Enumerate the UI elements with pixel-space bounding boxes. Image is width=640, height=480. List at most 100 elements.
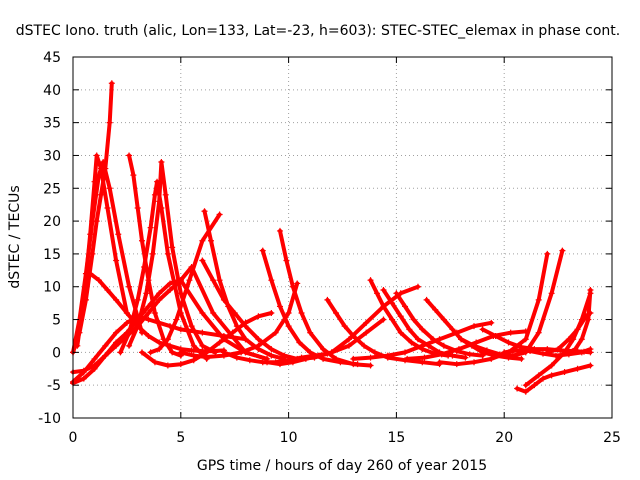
data-point-marker <box>113 296 120 303</box>
x-tick-label: 25 <box>603 430 621 446</box>
series-26 <box>404 328 529 362</box>
data-point-marker <box>199 342 206 349</box>
series-30 <box>514 362 594 395</box>
data-point-marker <box>281 352 288 359</box>
data-point-marker <box>320 346 327 353</box>
data-point-marker <box>164 362 171 369</box>
data-point-marker <box>507 329 514 336</box>
data-point-marker <box>95 172 102 179</box>
plot-frame <box>72 56 613 419</box>
data-point-marker <box>565 351 572 358</box>
data-point-marker <box>578 336 585 343</box>
data-point-marker <box>471 359 478 366</box>
data-point-marker <box>380 303 387 310</box>
y-tick-label: 25 <box>43 181 61 197</box>
data-point-marker <box>231 309 238 316</box>
data-point-marker <box>462 354 469 361</box>
data-point-marker <box>363 329 370 336</box>
data-point-marker <box>177 326 184 333</box>
data-point-marker <box>188 323 195 330</box>
data-point-marker <box>158 159 165 166</box>
data-point-marker <box>285 323 292 330</box>
series-9 <box>117 178 210 362</box>
data-point-marker <box>91 355 98 362</box>
data-point-marker <box>113 329 120 336</box>
data-point-marker <box>324 350 331 357</box>
data-point-marker <box>255 342 262 349</box>
x-tick-label: 10 <box>280 430 298 446</box>
data-point-marker <box>397 313 404 320</box>
data-point-marker <box>367 277 374 284</box>
data-point-marker <box>134 323 141 330</box>
data-point-marker <box>126 329 133 336</box>
y-tick-label: 0 <box>52 345 61 361</box>
data-point-marker <box>289 283 296 290</box>
data-point-marker <box>104 204 111 211</box>
data-point-marker <box>483 347 490 354</box>
data-point-marker <box>555 346 562 353</box>
data-point-marker <box>492 332 499 339</box>
data-point-marker <box>108 80 115 87</box>
data-point-marker <box>177 361 184 368</box>
data-point-marker <box>80 369 87 376</box>
data-point-marker <box>548 362 555 369</box>
y-tick-label: 35 <box>43 116 61 132</box>
data-point-marker <box>207 237 214 244</box>
data-point-marker <box>328 349 335 356</box>
data-point-marker <box>587 287 594 294</box>
data-point-marker <box>501 349 508 356</box>
data-point-marker <box>488 355 495 362</box>
y-tick-label: 5 <box>52 313 61 329</box>
data-point-marker <box>123 309 130 316</box>
data-point-marker <box>471 323 478 330</box>
x-tick-label: 0 <box>69 430 78 446</box>
data-point-marker <box>156 339 163 346</box>
data-point-marker <box>126 342 133 349</box>
data-point-marker <box>216 211 223 218</box>
data-point-marker <box>233 354 240 361</box>
data-point-marker <box>574 365 581 372</box>
y-tick-label: -5 <box>47 378 61 394</box>
series-10 <box>126 159 219 356</box>
data-point-marker <box>147 349 154 356</box>
data-point-marker <box>535 372 542 379</box>
data-point-marker <box>458 336 465 343</box>
data-point-marker <box>488 319 495 326</box>
data-point-marker <box>93 152 100 159</box>
data-point-marker <box>268 346 275 353</box>
data-point-marker <box>561 369 568 376</box>
data-point-marker <box>572 346 579 353</box>
data-point-marker <box>255 336 262 343</box>
data-point-marker <box>115 231 122 238</box>
data-point-marker <box>145 303 152 310</box>
data-point-marker <box>220 296 227 303</box>
data-point-marker <box>559 247 566 254</box>
data-point-marker <box>535 329 542 336</box>
data-point-marker <box>199 329 206 336</box>
series-line <box>71 160 144 355</box>
series-22 <box>380 287 469 361</box>
data-point-marker <box>285 357 292 364</box>
data-point-marker <box>268 352 275 359</box>
data-point-marker <box>419 342 426 349</box>
x-axis-label: GPS time / hours of day 260 of year 2015 <box>197 458 487 474</box>
data-point-marker <box>505 339 512 346</box>
data-point-marker <box>544 250 551 257</box>
data-point-marker <box>455 346 462 353</box>
series-23 <box>393 290 486 359</box>
data-point-marker <box>578 349 585 356</box>
data-point-marker <box>283 257 290 264</box>
data-point-marker <box>164 250 171 257</box>
y-tick-label: 30 <box>43 148 61 164</box>
data-point-marker <box>134 296 141 303</box>
data-point-marker <box>345 342 352 349</box>
data-point-marker <box>167 280 174 287</box>
data-point-marker <box>509 352 516 359</box>
data-point-marker <box>404 355 411 362</box>
data-point-marker <box>149 250 156 257</box>
data-point-marker <box>333 355 340 362</box>
data-point-marker <box>199 237 206 244</box>
data-point-marker <box>113 257 120 264</box>
